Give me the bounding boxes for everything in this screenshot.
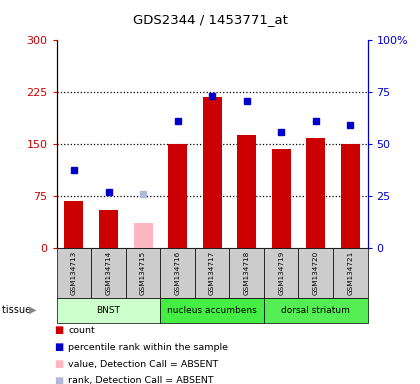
Bar bbox=[91, 248, 126, 298]
Text: GDS2344 / 1453771_at: GDS2344 / 1453771_at bbox=[133, 13, 287, 26]
Text: nucleus accumbens: nucleus accumbens bbox=[167, 306, 257, 314]
Bar bbox=[229, 248, 264, 298]
Text: ■: ■ bbox=[54, 342, 63, 352]
Bar bbox=[333, 248, 368, 298]
Bar bbox=[126, 248, 160, 298]
Bar bbox=[202, 97, 222, 248]
Text: GSM134719: GSM134719 bbox=[278, 250, 284, 295]
Bar bbox=[237, 135, 256, 248]
Bar bbox=[99, 210, 118, 248]
Bar bbox=[57, 248, 91, 298]
Text: GSM134720: GSM134720 bbox=[313, 250, 319, 295]
Text: GSM134718: GSM134718 bbox=[244, 250, 249, 295]
Text: GSM134714: GSM134714 bbox=[105, 250, 111, 295]
Text: GSM134721: GSM134721 bbox=[347, 250, 353, 295]
Text: ■: ■ bbox=[54, 376, 63, 384]
Bar bbox=[264, 248, 299, 298]
Text: GSM134716: GSM134716 bbox=[175, 250, 181, 295]
Bar bbox=[57, 298, 160, 323]
Text: tissue: tissue bbox=[2, 305, 34, 315]
Text: GSM134713: GSM134713 bbox=[71, 250, 77, 295]
Text: GSM134717: GSM134717 bbox=[209, 250, 215, 295]
Bar bbox=[299, 248, 333, 298]
Bar bbox=[264, 298, 368, 323]
Bar bbox=[65, 201, 84, 248]
Text: count: count bbox=[68, 326, 95, 335]
Text: dorsal striatum: dorsal striatum bbox=[281, 306, 350, 314]
Bar bbox=[195, 248, 229, 298]
Bar bbox=[134, 223, 152, 248]
Bar bbox=[160, 248, 195, 298]
Text: GSM134715: GSM134715 bbox=[140, 250, 146, 295]
Text: percentile rank within the sample: percentile rank within the sample bbox=[68, 343, 228, 352]
Text: value, Detection Call = ABSENT: value, Detection Call = ABSENT bbox=[68, 359, 218, 369]
Text: ■: ■ bbox=[54, 325, 63, 335]
Text: BNST: BNST bbox=[97, 306, 121, 314]
Text: ▶: ▶ bbox=[29, 305, 36, 315]
Bar bbox=[272, 149, 291, 248]
Bar bbox=[168, 144, 187, 248]
Text: ■: ■ bbox=[54, 359, 63, 369]
Text: rank, Detection Call = ABSENT: rank, Detection Call = ABSENT bbox=[68, 376, 214, 384]
Bar bbox=[306, 139, 325, 248]
Bar bbox=[160, 298, 264, 323]
Bar bbox=[341, 144, 360, 248]
